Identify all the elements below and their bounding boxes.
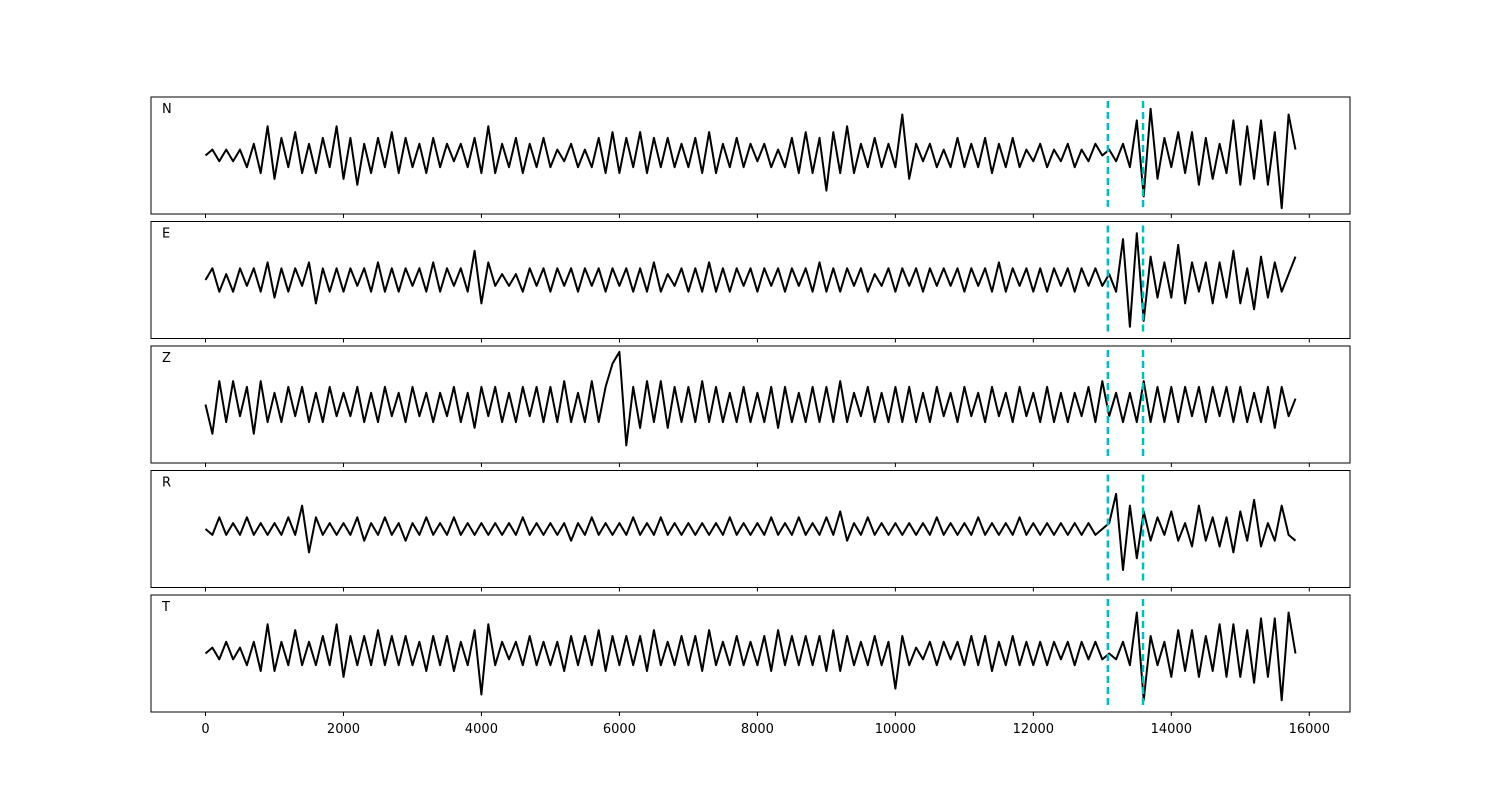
- x-tick-label: 16000: [1289, 722, 1330, 737]
- panel-frame: [150, 594, 1351, 713]
- x-tick-label: 2000: [327, 722, 360, 737]
- trace: [204, 232, 1297, 328]
- x-tick-label: 0: [201, 722, 209, 737]
- x-tick-label: 8000: [741, 722, 774, 737]
- x-tick-label: 6000: [603, 722, 636, 737]
- x-tick-label: 10000: [875, 722, 916, 737]
- trace-label: R: [162, 476, 171, 491]
- trace-label: E: [162, 227, 170, 242]
- x-tick-label: 14000: [1151, 722, 1192, 737]
- trace-label: Z: [162, 351, 171, 366]
- trace: [204, 350, 1297, 447]
- x-tick-label: 12000: [1013, 722, 1054, 737]
- trace: [204, 492, 1297, 571]
- panel-frame: [150, 221, 1351, 339]
- trace-label: N: [162, 102, 172, 117]
- panel-frame: [150, 470, 1351, 588]
- trace: [204, 107, 1297, 210]
- panel-frame: [150, 345, 1351, 464]
- trace: [204, 611, 1297, 702]
- trace-label: T: [161, 600, 170, 615]
- x-tick-label: 4000: [465, 722, 498, 737]
